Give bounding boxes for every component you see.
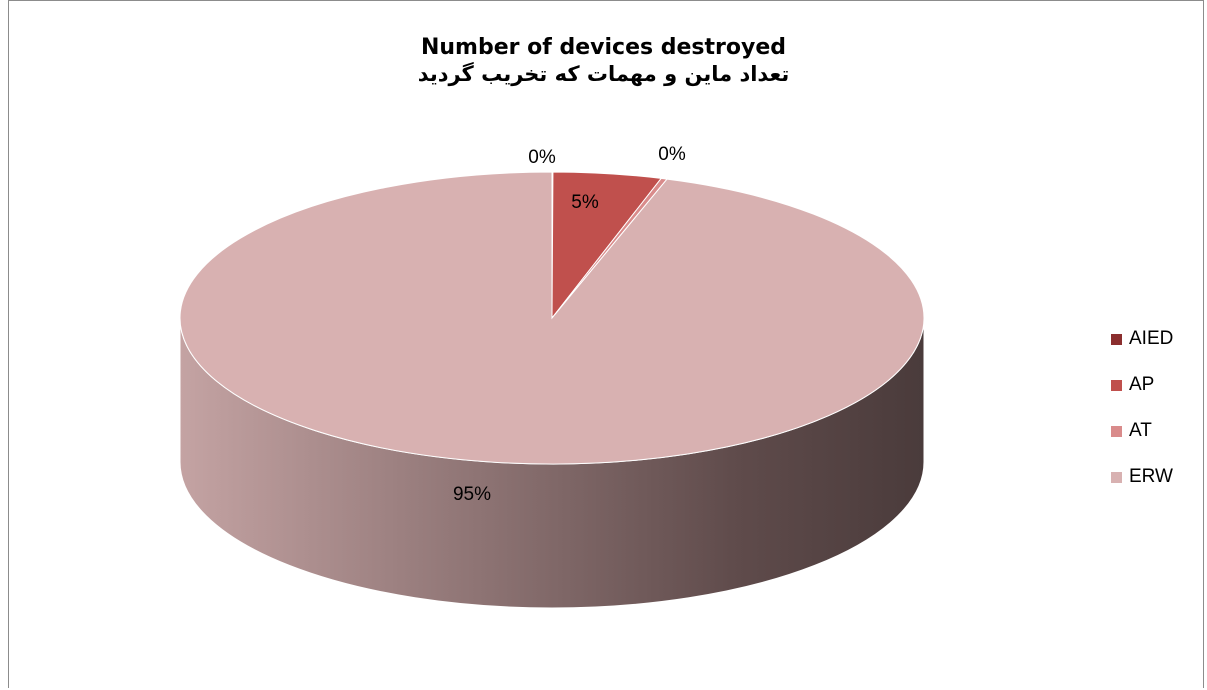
legend-swatch xyxy=(1111,425,1122,437)
data-label-aied: 0% xyxy=(528,147,556,168)
pie-slice-erw xyxy=(179,171,925,465)
chart-title: Number of devices destroyed xyxy=(420,35,787,60)
legend-swatch xyxy=(1111,379,1122,391)
legend-item-aied: AIED xyxy=(1111,316,1173,362)
legend-item-erw: ERW xyxy=(1111,454,1173,500)
legend-item-ap: AP xyxy=(1111,362,1173,408)
legend-swatch xyxy=(1111,471,1122,483)
chart-subtitle: تعداد ماین و مهمات که تخریب گردید xyxy=(417,62,790,86)
data-label-at: 0% xyxy=(658,144,686,165)
data-label-erw: 95% xyxy=(453,484,491,505)
legend-label: ERW xyxy=(1129,466,1173,487)
data-label-ap: 5% xyxy=(571,192,599,213)
legend-item-at: AT xyxy=(1111,408,1173,454)
legend-label: AIED xyxy=(1129,328,1174,349)
legend-swatch xyxy=(1111,333,1122,345)
legend-label: AP xyxy=(1129,374,1155,395)
legend: AIED AP AT ERW xyxy=(1111,316,1173,500)
legend-label: AT xyxy=(1129,420,1152,441)
